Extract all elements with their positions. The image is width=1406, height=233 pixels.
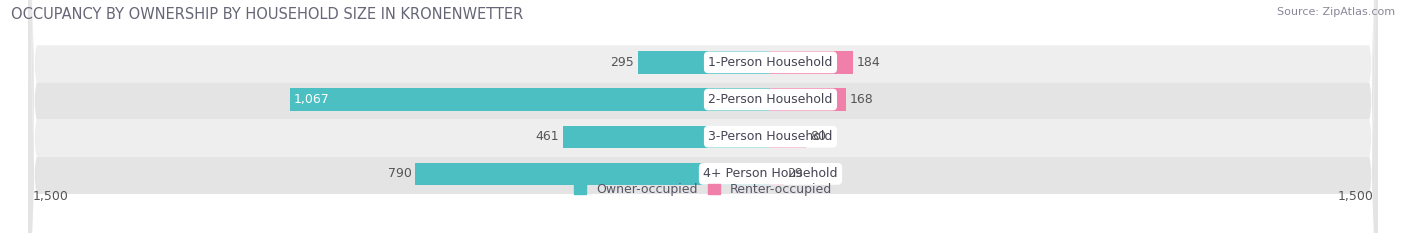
Text: 1,067: 1,067 bbox=[294, 93, 330, 106]
Bar bbox=[770, 88, 846, 111]
Text: 3-Person Household: 3-Person Household bbox=[709, 130, 832, 143]
Legend: Owner-occupied, Renter-occupied: Owner-occupied, Renter-occupied bbox=[574, 183, 832, 196]
Bar bbox=[770, 126, 807, 148]
Text: 461: 461 bbox=[536, 130, 560, 143]
Text: 2-Person Household: 2-Person Household bbox=[709, 93, 832, 106]
Text: 1,500: 1,500 bbox=[1337, 190, 1374, 203]
Text: 29: 29 bbox=[787, 167, 803, 180]
FancyBboxPatch shape bbox=[28, 0, 1378, 233]
Text: 184: 184 bbox=[856, 56, 880, 69]
FancyBboxPatch shape bbox=[28, 0, 1378, 233]
Text: 1,500: 1,500 bbox=[32, 190, 69, 203]
Text: 168: 168 bbox=[849, 93, 873, 106]
Text: 4+ Person Household: 4+ Person Household bbox=[703, 167, 838, 180]
Bar bbox=[562, 126, 770, 148]
Bar bbox=[770, 163, 783, 185]
Text: OCCUPANCY BY OWNERSHIP BY HOUSEHOLD SIZE IN KRONENWETTER: OCCUPANCY BY OWNERSHIP BY HOUSEHOLD SIZE… bbox=[11, 7, 523, 22]
FancyBboxPatch shape bbox=[28, 0, 1378, 233]
Bar bbox=[770, 51, 853, 74]
Bar bbox=[415, 163, 770, 185]
Bar bbox=[638, 51, 770, 74]
Text: 790: 790 bbox=[388, 167, 412, 180]
Bar bbox=[291, 88, 770, 111]
Text: 80: 80 bbox=[810, 130, 827, 143]
Text: Source: ZipAtlas.com: Source: ZipAtlas.com bbox=[1277, 7, 1395, 17]
Text: 1-Person Household: 1-Person Household bbox=[709, 56, 832, 69]
FancyBboxPatch shape bbox=[28, 0, 1378, 233]
Text: 295: 295 bbox=[610, 56, 634, 69]
